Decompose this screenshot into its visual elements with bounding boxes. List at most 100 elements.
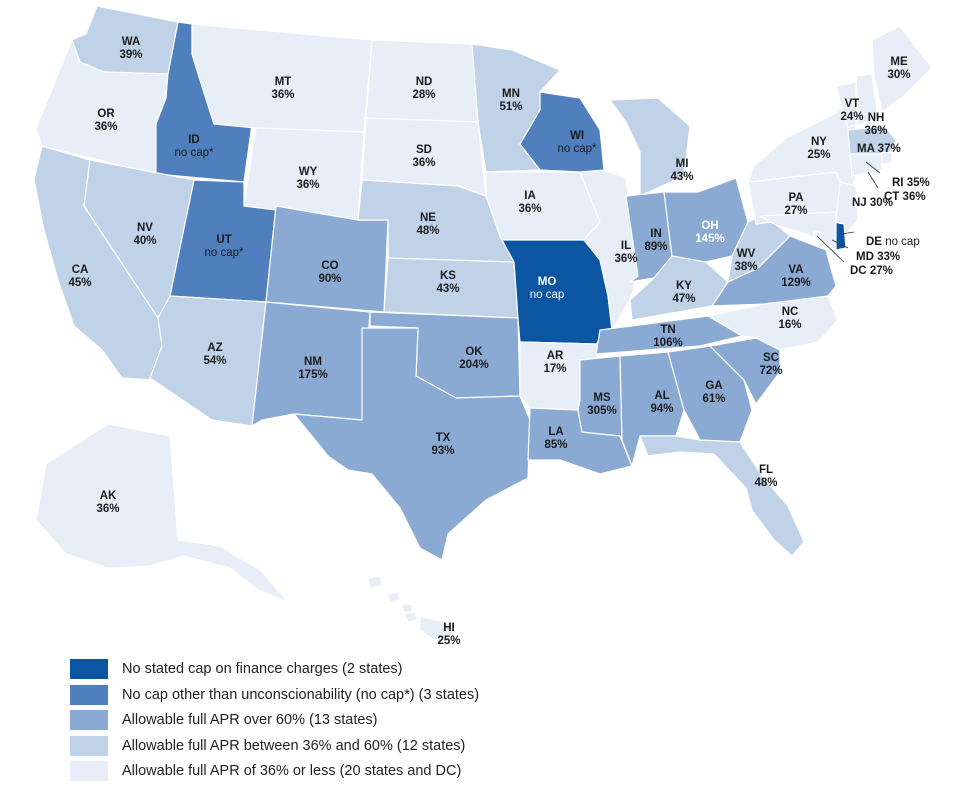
state-abbr: SC <box>763 352 779 364</box>
state-abbr: CT <box>884 191 900 203</box>
legend-swatch-no-stated-cap <box>70 659 108 679</box>
state-value: 16% <box>778 319 802 331</box>
state-label-sc: SC 72% <box>759 352 782 378</box>
state-abbr: LA <box>548 426 564 438</box>
state-abbr: WV <box>736 248 756 260</box>
state-value: 25% <box>807 149 831 161</box>
state-value: 90% <box>318 273 342 285</box>
state-label-ok: OK 204% <box>459 346 488 372</box>
state-value: 43% <box>436 283 460 295</box>
state-abbr: CA <box>71 264 89 276</box>
state-label-ri: RI 35% <box>892 177 930 190</box>
state-label-ia: IA 36% <box>518 190 541 216</box>
legend-swatch-over-60 <box>70 710 108 730</box>
state-label-al: AL 94% <box>650 390 673 416</box>
state-value: 30% <box>887 69 911 81</box>
state-label-ky: KY 47% <box>672 280 695 306</box>
state-ak <box>35 423 289 603</box>
state-value: 175% <box>298 369 328 381</box>
state-value: no cap* <box>174 147 214 159</box>
state-label-nc: NC 16% <box>778 306 801 332</box>
state-abbr: MN <box>502 88 520 100</box>
state-label-mi: MI 43% <box>670 158 693 184</box>
state-abbr: NH <box>867 112 885 124</box>
state-nh <box>855 73 879 127</box>
state-abbr: VA <box>788 264 804 276</box>
state-label-ms: MS 305% <box>587 392 616 418</box>
state-abbr: WI <box>569 130 585 142</box>
legend-label-between-36-60: Allowable full APR between 36% and 60% (… <box>122 737 466 754</box>
state-abbr: NE <box>420 212 436 224</box>
state-abbr: AL <box>654 390 670 402</box>
state-value: 33% <box>877 251 901 263</box>
state-value: no cap* <box>204 247 244 259</box>
state-value: 36% <box>614 253 638 265</box>
leader-line <box>816 235 845 263</box>
leader-line <box>831 239 849 249</box>
state-label-az: AZ 54% <box>203 342 226 368</box>
us-map-svg <box>33 5 933 641</box>
state-abbr: IN <box>650 228 662 240</box>
state-value: 94% <box>650 403 674 415</box>
state-label-ca: CA 45% <box>68 264 91 290</box>
state-label-wy: WY 36% <box>296 166 319 192</box>
state-label-me: ME 30% <box>887 56 910 82</box>
state-value: 47% <box>672 293 696 305</box>
state-abbr: NY <box>811 136 827 148</box>
state-abbr: OH <box>701 220 719 232</box>
state-label-ne: NE 48% <box>416 212 439 238</box>
leader-line <box>865 161 881 174</box>
state-abbr: IL <box>620 240 632 252</box>
state-value: 28% <box>412 89 436 101</box>
state-value: 145% <box>695 233 725 245</box>
legend: No stated cap on finance charges (2 stat… <box>70 659 670 787</box>
state-value: 129% <box>781 277 811 289</box>
state-abbr: NM <box>304 356 322 368</box>
state-value: 48% <box>416 225 440 237</box>
state-label-mn: MN 51% <box>499 88 522 114</box>
state-ky <box>629 255 729 321</box>
state-value: no cap <box>885 236 920 248</box>
state-value: 25% <box>437 635 461 647</box>
state-tx <box>293 327 531 561</box>
state-me <box>871 25 933 113</box>
state-abbr: KS <box>440 270 456 282</box>
state-label-nj: NJ 30% <box>852 197 893 210</box>
state-label-wi: WI no cap* <box>557 130 596 156</box>
legend-item-no-stated-cap: No stated cap on finance charges (2 stat… <box>70 659 670 679</box>
state-value: 37% <box>877 143 901 155</box>
state-value: 36% <box>902 191 926 203</box>
state-label-tx: TX 93% <box>431 432 454 458</box>
state-abbr: AZ <box>207 342 223 354</box>
state-label-ak: AK 36% <box>96 490 119 516</box>
state-nj <box>835 181 859 237</box>
state-vt <box>835 81 857 129</box>
state-abbr: WY <box>298 166 318 178</box>
state-label-mo: MO no cap <box>530 276 565 302</box>
state-value: 61% <box>702 393 726 405</box>
state-label-sd: SD 36% <box>412 144 435 170</box>
state-label-pa: PA 27% <box>784 192 807 218</box>
state-abbr: NJ <box>852 197 867 209</box>
state-label-oh: OH 145% <box>695 220 724 246</box>
state-abbr: UT <box>216 234 232 246</box>
legend-label-no-cap-unconscionability: No cap other than unconscionability (no … <box>122 686 480 703</box>
state-value: no cap* <box>557 143 597 155</box>
state-hi-island <box>403 611 419 623</box>
state-label-or: OR 36% <box>94 108 117 134</box>
state-abbr: VT <box>844 98 860 110</box>
state-value: 72% <box>759 365 783 377</box>
state-abbr: MO <box>537 276 557 288</box>
state-abbr: CO <box>321 260 339 272</box>
state-abbr: ND <box>415 76 433 88</box>
state-label-ga: GA 61% <box>702 380 725 406</box>
state-abbr: KY <box>676 280 692 292</box>
state-abbr: AR <box>546 350 564 362</box>
state-abbr: TN <box>660 324 676 336</box>
state-abbr: MS <box>593 392 611 404</box>
state-value: 36% <box>96 503 120 515</box>
state-abbr: OR <box>97 108 115 120</box>
state-mi <box>609 97 691 197</box>
state-label-ar: AR 17% <box>543 350 566 376</box>
legend-item-no-cap-unconscionability: No cap other than unconscionability (no … <box>70 684 670 705</box>
